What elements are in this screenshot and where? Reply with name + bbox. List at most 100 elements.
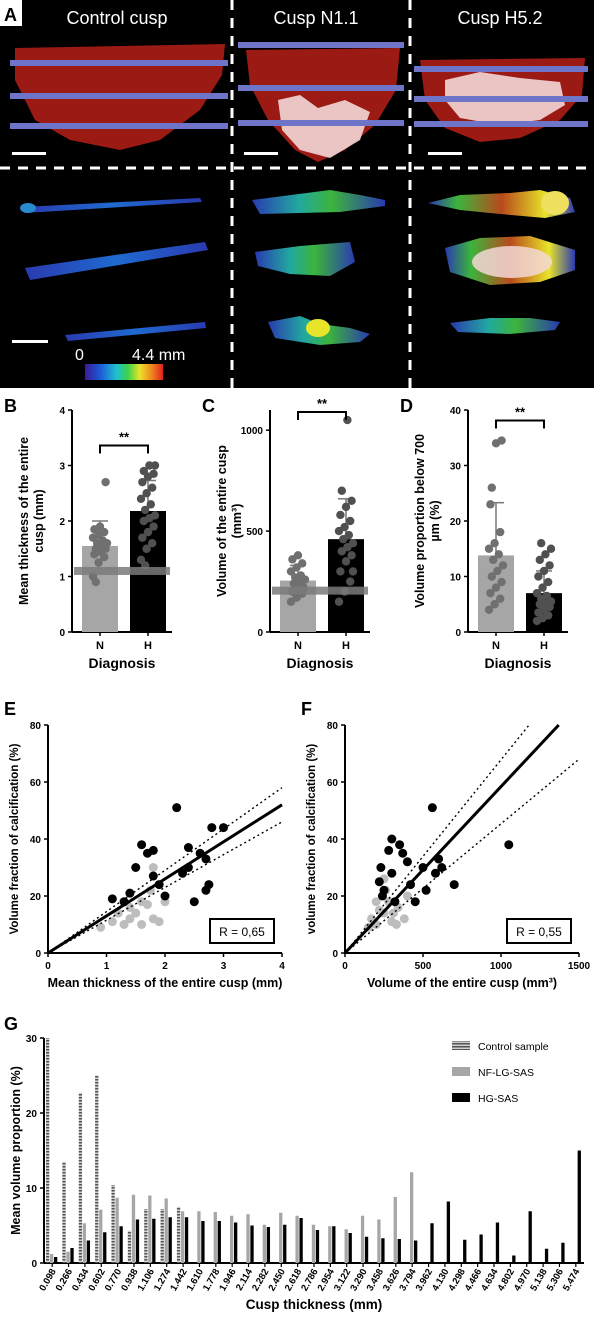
xlabel-F: Volume of the entire cusp (mm³) <box>367 976 557 990</box>
xtick-label-B-N: N <box>96 640 104 652</box>
panel-a: A Control cusp Cusp N1.1 Cusp H5.2 <box>0 0 594 388</box>
scatter-point-E-black-4 <box>137 840 147 850</box>
point-D-N-0 <box>484 605 494 614</box>
point-D-N-1 <box>490 600 499 609</box>
bar-G-striped-0 <box>46 1038 50 1263</box>
scale-bar-1 <box>12 152 46 155</box>
scatter-point-F-black-18 <box>377 891 387 901</box>
point-C-H-16 <box>347 496 356 506</box>
point-C-N-13 <box>298 559 307 568</box>
bar-G-gray-19 <box>360 1215 365 1263</box>
bar-G-black-1 <box>70 1248 74 1263</box>
point-D-N-14 <box>486 500 495 509</box>
scatter-point-E-gray-3 <box>119 920 129 929</box>
control-slice-1-end <box>20 203 36 213</box>
bar-G-black-22 <box>414 1240 418 1263</box>
point-B-H-2 <box>148 539 157 548</box>
n11-band-1 <box>238 42 404 48</box>
bar-G-black-5 <box>135 1219 140 1263</box>
scatter-point-E-gray-5 <box>131 908 141 918</box>
h52-band-1 <box>414 66 588 72</box>
ytick-label-F-0: 0 <box>332 949 338 960</box>
scatter-point-F-black-19 <box>387 834 397 844</box>
bar-G-black-0 <box>54 1257 58 1263</box>
bar-G-black-31 <box>561 1242 565 1263</box>
bar-G-striped-6 <box>144 1209 148 1263</box>
panel-a-letter-text: A <box>4 5 17 25</box>
xtick-label-G-32: 5.474 <box>561 1266 583 1293</box>
bar-G-striped-2 <box>78 1092 83 1263</box>
bar-G-striped-1 <box>62 1161 66 1263</box>
ytick-label-C-0: 0 <box>257 628 263 639</box>
scatter-point-F-black-7 <box>398 848 408 858</box>
annotation-E: R = 0,65 <box>219 925 265 939</box>
point-C-H-13 <box>346 516 355 526</box>
colorbar <box>85 364 163 380</box>
bar-G-black-8 <box>184 1217 189 1263</box>
ci-high-line-F <box>344 724 530 954</box>
bar-G-black-30 <box>544 1248 549 1263</box>
scatter-point-F-black-17 <box>504 840 514 850</box>
ytick-label-G-2: 20 <box>26 1109 38 1120</box>
bar-G-black-6 <box>152 1218 156 1263</box>
point-B-H-1 <box>142 544 151 553</box>
point-D-N-17 <box>487 483 496 492</box>
point-B-H-17 <box>139 466 148 476</box>
ytick-label-F-2: 40 <box>327 835 339 846</box>
ylabel-D: Volume proportion below 700µm (%) <box>413 434 442 608</box>
ytick-label-G-0: 0 <box>31 1259 37 1270</box>
bar-G-black-4 <box>119 1226 123 1263</box>
point-D-N-9 <box>489 555 498 565</box>
ylabel-G: Mean volume proportion (%) <box>9 1066 23 1235</box>
scatter-point-F-black-10 <box>410 897 420 907</box>
scatter-point-F-black-16 <box>449 880 459 890</box>
bar-G-black-17 <box>332 1226 336 1263</box>
point-C-H-15 <box>341 502 351 512</box>
point-C-N-10 <box>296 571 305 580</box>
scatter-point-E-gray-6 <box>137 920 147 929</box>
n11-slice-2 <box>255 242 355 276</box>
scatter-point-E-black-17 <box>204 880 214 890</box>
point-C-H-17 <box>337 486 346 495</box>
bar-G-gray-5 <box>131 1194 136 1263</box>
scatter-point-F-black-4 <box>387 868 397 878</box>
point-B-H-3 <box>138 533 147 542</box>
ytick-label-D-3: 30 <box>450 462 462 473</box>
ytick-label-B-3: 3 <box>59 462 65 473</box>
point-D-N-4 <box>491 583 501 592</box>
xtick-label-D-N: N <box>492 640 500 652</box>
point-D-H-16 <box>545 561 554 570</box>
scatter-point-F-gray-11 <box>402 891 412 901</box>
significance-bracket-C <box>297 411 347 420</box>
point-B-H-8 <box>150 511 160 520</box>
bar-G-striped-7 <box>160 1209 164 1263</box>
legend-swatch-striped <box>452 1041 470 1050</box>
scatter-point-F-black-3 <box>384 845 394 855</box>
chart-f: F 0 20 40 60 80 0 500 1000 1500 volume fraction of… <box>301 699 591 990</box>
panel-letter-C: C <box>202 396 215 416</box>
xtick-label-F-2: 1000 <box>490 961 513 972</box>
point-C-H-14 <box>336 510 345 520</box>
scatter-point-F-gray-10 <box>399 914 409 924</box>
bar-G-gray-2 <box>82 1223 87 1263</box>
point-B-N-17 <box>91 577 101 587</box>
point-B-N-16 <box>101 477 110 487</box>
bar-G-striped-8 <box>176 1206 181 1263</box>
significance-bracket-B <box>99 444 149 454</box>
point-D-N-7 <box>493 566 502 576</box>
scatter-point-F-gray-14 <box>391 920 401 929</box>
point-C-H-8 <box>348 539 358 548</box>
scatter-point-F-black-8 <box>402 857 412 867</box>
bar-G-black-13 <box>266 1227 271 1263</box>
control-band-2 <box>10 93 228 99</box>
point-B-H-12 <box>142 489 151 498</box>
scatter-point-E-gray-0 <box>96 922 106 932</box>
chart-c: C 0 500 1000 Volume of the entire cusp(mm³) N… <box>202 396 370 671</box>
bar-G-black-14 <box>283 1224 287 1263</box>
bar-G-gray-1 <box>66 1251 70 1263</box>
panel-letter-E: E <box>4 699 16 719</box>
bar-G-black-25 <box>463 1239 467 1263</box>
bar-D-N <box>478 555 514 632</box>
point-C-H-3 <box>336 567 345 576</box>
bar-G-black-7 <box>168 1217 172 1263</box>
